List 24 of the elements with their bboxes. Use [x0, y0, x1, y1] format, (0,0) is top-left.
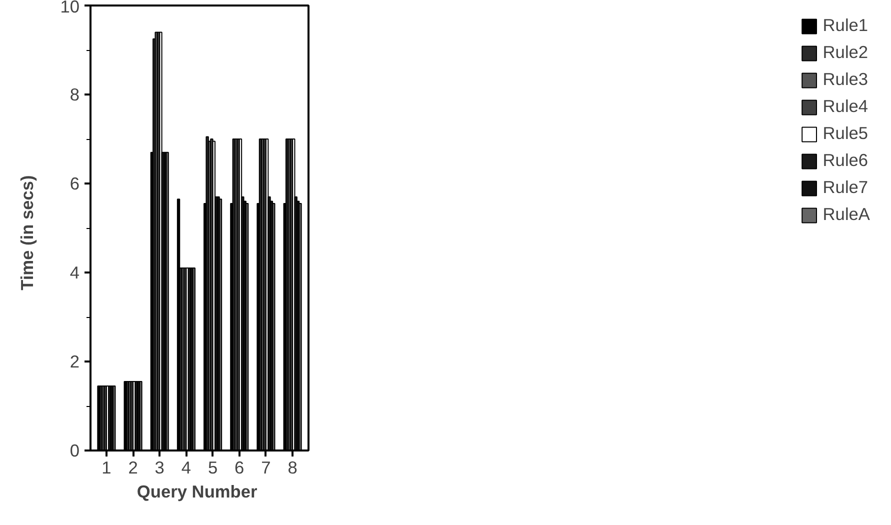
legend-label: Rule1 — [822, 15, 868, 36]
x-tick-label: 6 — [234, 458, 244, 478]
x-tick-label: 1 — [102, 458, 112, 478]
y-tick-label: 6 — [70, 174, 80, 194]
x-tick-label: 4 — [181, 458, 192, 478]
x-tick-label: 5 — [208, 458, 218, 478]
x-tick-label: 2 — [128, 458, 138, 478]
legend-label: Rule5 — [822, 123, 868, 144]
legend-label: Rule6 — [822, 150, 868, 171]
legend-label: Rule3 — [822, 69, 868, 90]
legend-label: Rule7 — [822, 177, 868, 198]
y-tick-label: 10 — [60, 0, 80, 16]
legend-label: Rule2 — [822, 42, 868, 63]
legend-label: RuleA — [822, 204, 870, 225]
x-tick-label: 8 — [288, 458, 298, 478]
x-axis-title: Query Number — [136, 482, 258, 502]
y-tick-label: 0 — [70, 440, 80, 460]
y-tick-label: 2 — [70, 352, 80, 372]
y-tick-label: 8 — [70, 84, 80, 104]
legend-label: Rule4 — [822, 96, 868, 117]
y-tick-label: 4 — [70, 262, 80, 282]
x-tick-label: 3 — [154, 458, 164, 478]
y-axis-title: Time (in secs) — [17, 175, 38, 290]
x-tick-label: 7 — [261, 458, 271, 478]
